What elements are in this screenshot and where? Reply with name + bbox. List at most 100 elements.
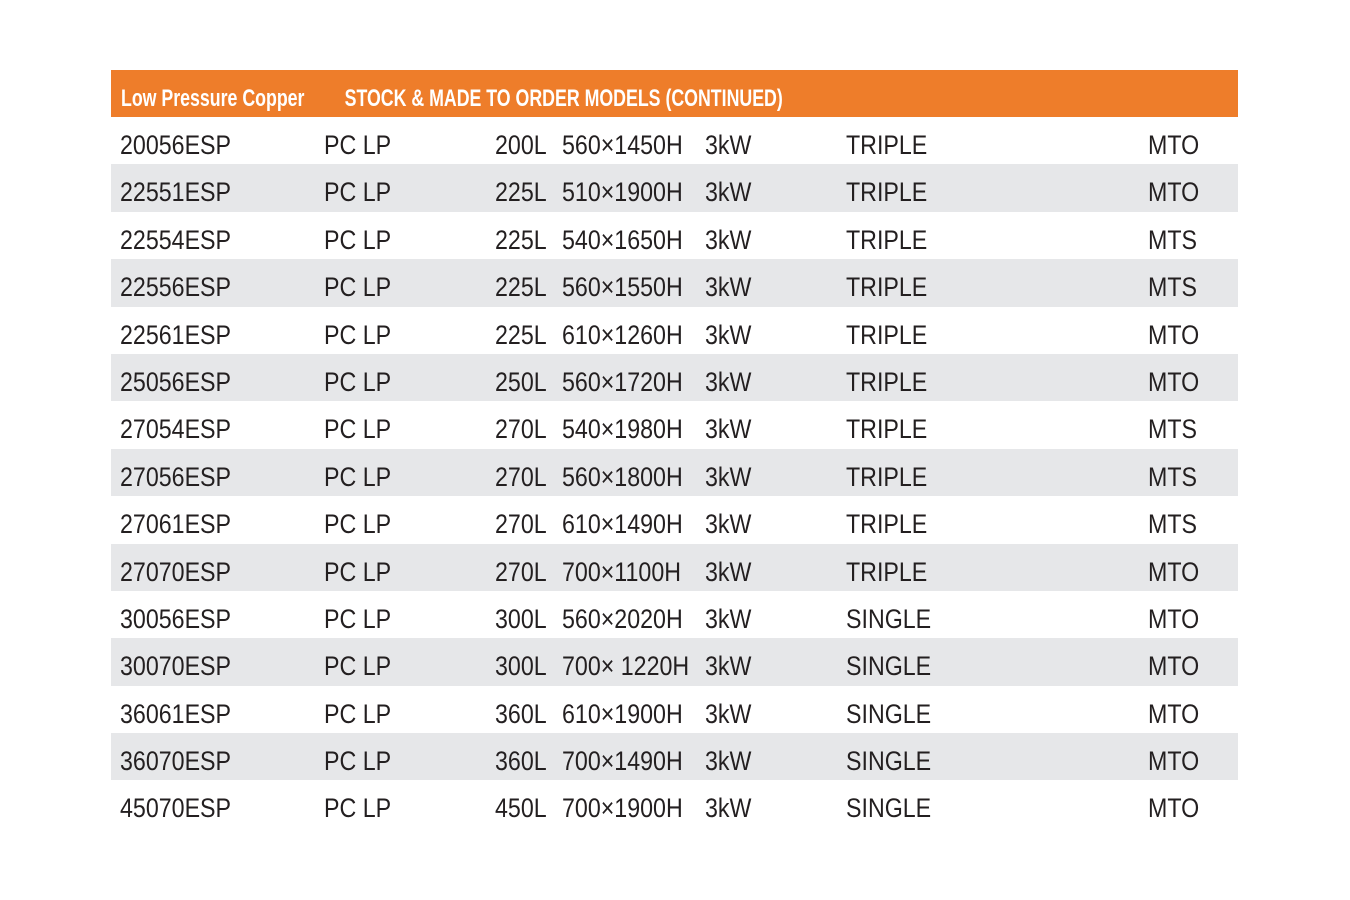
power-cell: 3kW [705, 130, 752, 160]
model-number-cell: 27070ESP [120, 556, 232, 587]
capacity-cell: 270L [495, 414, 547, 445]
dimensions-cell: 700×1900H [562, 793, 683, 824]
type-cell: PC LP [324, 319, 392, 350]
capacity-cell: 300L [495, 603, 547, 634]
type-cell: PC LP [324, 556, 392, 587]
availability-cell: MTS [1148, 414, 1198, 445]
configuration-cell: TRIPLE [846, 177, 928, 208]
dimensions-cell: 610×1260H [562, 319, 683, 350]
dimensions-cell: 510×1900H [562, 177, 683, 208]
model-number-cell: 22551ESP [120, 177, 232, 208]
capacity-cell: 360L [495, 746, 547, 777]
table-row: 30070ESP PC LP 300L 700× 1220H 3kW SINGLE MTO [111, 638, 1238, 686]
power-cell: 3kW [705, 556, 752, 587]
model-number-cell: 25056ESP [120, 366, 232, 397]
availability-cell: MTO [1148, 130, 1200, 160]
availability-cell: MTO [1148, 177, 1200, 208]
power-cell: 3kW [705, 509, 752, 540]
type-cell: PC LP [324, 793, 392, 824]
table-row: 22554ESP PC LP 225L 540×1650H 3kW TRIPLE MTS [111, 212, 1238, 259]
availability-cell: MTS [1148, 272, 1198, 303]
model-number-cell: 22554ESP [120, 224, 232, 255]
power-cell: 3kW [705, 461, 752, 492]
title-part1: Low Pressure Copper [121, 85, 305, 112]
configuration-cell: SINGLE [846, 651, 932, 682]
capacity-cell: 200L [495, 130, 547, 160]
capacity-cell: 225L [495, 319, 547, 350]
title-part2: STOCK & MADE TO ORDER MODELS (CONTINUED) [344, 85, 783, 112]
configuration-cell: TRIPLE [846, 319, 928, 350]
power-cell: 3kW [705, 603, 752, 634]
configuration-cell: TRIPLE [846, 414, 928, 445]
table-row: 27070ESP PC LP 270L 700×1100H 3kW TRIPLE MTO [111, 543, 1238, 591]
configuration-cell: TRIPLE [846, 224, 928, 255]
table-row: 30056ESP PC LP 300L 560×2020H 3kW SINGLE MTO [111, 591, 1238, 638]
capacity-cell: 225L [495, 272, 547, 303]
model-number-cell: 36061ESP [120, 698, 232, 729]
model-number-cell: 20056ESP [120, 130, 232, 160]
power-cell: 3kW [705, 746, 752, 777]
dimensions-cell: 560×1450H [562, 130, 683, 160]
type-cell: PC LP [324, 698, 392, 729]
capacity-cell: 300L [495, 651, 547, 682]
capacity-cell: 450L [495, 793, 547, 824]
power-cell: 3kW [705, 177, 752, 208]
configuration-cell: SINGLE [846, 603, 932, 634]
availability-cell: MTS [1148, 224, 1198, 255]
configuration-cell: TRIPLE [846, 130, 928, 160]
table-body: 20056ESP PC LP 200L 560×1450H 3kW TRIPLE MTO 22… [111, 117, 1238, 828]
type-cell: PC LP [324, 414, 392, 445]
table-row: 36061ESP PC LP 360L 610×1900H 3kW SINGLE MTO [111, 686, 1238, 733]
table-row: 27054ESP PC LP 270L 540×1980H 3kW TRIPLE MTS [111, 401, 1238, 448]
availability-cell: MTS [1148, 509, 1198, 540]
capacity-cell: 225L [495, 177, 547, 208]
configuration-cell: TRIPLE [846, 366, 928, 397]
availability-cell: MTO [1148, 556, 1200, 587]
dimensions-cell: 610×1900H [562, 698, 683, 729]
table-row: 22551ESP PC LP 225L 510×1900H 3kW TRIPLE MTO [111, 164, 1238, 212]
type-cell: PC LP [324, 651, 392, 682]
availability-cell: MTO [1148, 746, 1200, 777]
dimensions-cell: 560×1800H [562, 461, 683, 492]
configuration-cell: TRIPLE [846, 556, 928, 587]
model-number-cell: 27061ESP [120, 509, 232, 540]
table-row: 22561ESP PC LP 225L 610×1260H 3kW TRIPLE MTO [111, 307, 1238, 354]
capacity-cell: 270L [495, 461, 547, 492]
table-row: 20056ESP PC LP 200L 560×1450H 3kW TRIPLE MTO [111, 117, 1238, 164]
table-row: 27056ESP PC LP 270L 560×1800H 3kW TRIPLE MTS [111, 448, 1238, 497]
type-cell: PC LP [324, 461, 392, 492]
table-row: 36070ESP PC LP 360L 700×1490H 3kW SINGLE MTO [111, 733, 1238, 781]
type-cell: PC LP [324, 177, 392, 208]
power-cell: 3kW [705, 793, 752, 824]
power-cell: 3kW [705, 319, 752, 350]
power-cell: 3kW [705, 272, 752, 303]
configuration-cell: TRIPLE [846, 272, 928, 303]
model-number-cell: 30070ESP [120, 651, 232, 682]
type-cell: PC LP [324, 224, 392, 255]
capacity-cell: 250L [495, 366, 547, 397]
dimensions-cell: 700×1490H [562, 746, 683, 777]
power-cell: 3kW [705, 414, 752, 445]
configuration-cell: SINGLE [846, 698, 932, 729]
dimensions-cell: 540×1980H [562, 414, 683, 445]
table-row: 45070ESP PC LP 450L 700×1900H 3kW SINGLE MTO [111, 780, 1238, 827]
dimensions-cell: 560×1550H [562, 272, 683, 303]
model-table: Low Pressure Copper STOCK & MADE TO ORDER… [111, 70, 1238, 828]
table-row: 27061ESP PC LP 270L 610×1490H 3kW TRIPLE MTS [111, 496, 1238, 543]
availability-cell: MTO [1148, 793, 1200, 824]
capacity-cell: 225L [495, 224, 547, 255]
type-cell: PC LP [324, 272, 392, 303]
model-number-cell: 36070ESP [120, 746, 232, 777]
type-cell: PC LP [324, 509, 392, 540]
power-cell: 3kW [705, 224, 752, 255]
availability-cell: MTS [1148, 461, 1198, 492]
model-number-cell: 27056ESP [120, 461, 232, 492]
availability-cell: MTO [1148, 698, 1200, 729]
table-header-banner: Low Pressure Copper STOCK & MADE TO ORDER… [111, 70, 1238, 117]
type-cell: PC LP [324, 746, 392, 777]
type-cell: PC LP [324, 603, 392, 634]
dimensions-cell: 700× 1220H [562, 651, 690, 682]
power-cell: 3kW [705, 698, 752, 729]
dimensions-cell: 560×1720H [562, 366, 683, 397]
availability-cell: MTO [1148, 319, 1200, 350]
